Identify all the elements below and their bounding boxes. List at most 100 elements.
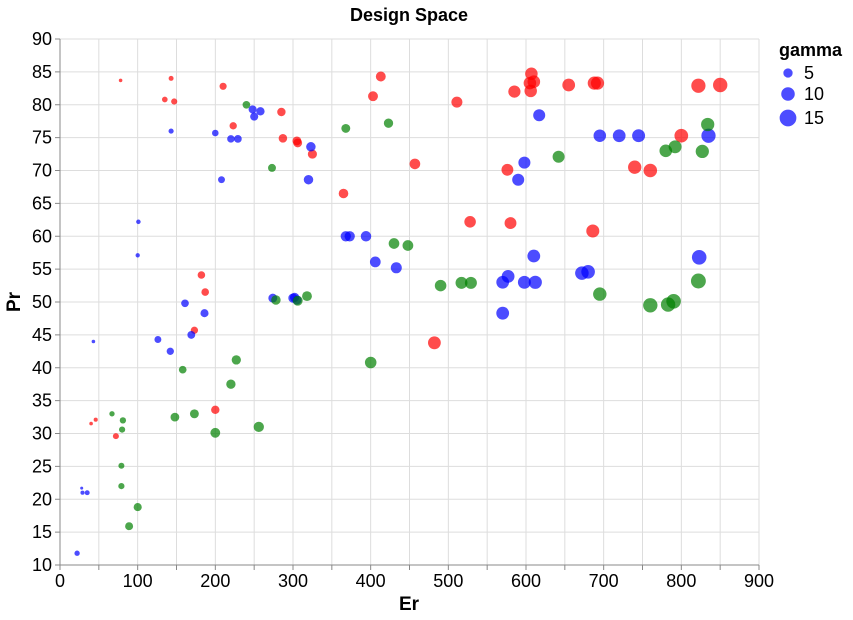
data-point	[360, 231, 372, 242]
data-point	[528, 275, 542, 289]
y-axis-title: Pr	[4, 291, 25, 312]
data-point	[501, 270, 515, 283]
data-point	[409, 158, 421, 170]
data-point	[166, 347, 174, 355]
data-point	[109, 411, 115, 417]
legend-symbol	[783, 68, 793, 78]
x-tick-label: 500	[433, 571, 463, 591]
y-tick-label: 55	[32, 259, 52, 279]
data-point	[200, 309, 209, 318]
data-point	[691, 250, 707, 265]
data-point	[197, 271, 206, 279]
data-point	[187, 330, 196, 339]
x-tick-label: 100	[123, 571, 153, 591]
data-point	[375, 71, 386, 82]
data-point	[80, 490, 85, 495]
y-tick-label: 80	[32, 95, 52, 115]
legend-symbol	[781, 87, 795, 101]
data-points	[74, 67, 728, 556]
data-point	[695, 144, 709, 159]
data-point	[229, 122, 237, 130]
data-point	[562, 78, 576, 92]
data-point	[171, 98, 178, 105]
x-tick-label: 900	[744, 571, 774, 591]
data-point	[666, 294, 681, 309]
y-tick-label: 65	[32, 193, 52, 213]
legend-label: 5	[804, 63, 814, 83]
data-point	[278, 134, 288, 143]
x-tick-label: 200	[200, 571, 230, 591]
data-point	[170, 412, 180, 422]
data-point	[581, 264, 595, 279]
data-point	[369, 256, 381, 268]
y-tick-label: 25	[32, 456, 52, 476]
data-point	[428, 336, 441, 350]
data-point	[668, 140, 682, 154]
data-point	[181, 299, 189, 308]
data-point	[256, 107, 265, 116]
data-point	[518, 156, 531, 169]
data-point	[119, 417, 127, 424]
data-point	[227, 135, 235, 143]
y-tick-label: 30	[32, 424, 52, 444]
data-point	[168, 128, 174, 134]
data-point	[292, 295, 303, 306]
data-point	[277, 107, 286, 117]
data-point	[302, 291, 312, 302]
x-axis-title: Er	[399, 594, 420, 615]
data-point	[93, 417, 98, 422]
legend: gamma 510 15	[779, 40, 843, 128]
data-point	[508, 85, 521, 98]
data-point	[533, 109, 546, 122]
data-point	[643, 298, 658, 313]
data-point	[268, 163, 276, 172]
x-tick-label: 800	[666, 571, 696, 591]
data-point	[527, 249, 541, 263]
data-point	[512, 173, 525, 186]
data-point	[338, 188, 349, 199]
data-point	[234, 135, 242, 143]
x-tick-label: 0	[55, 571, 65, 591]
y-tick-label: 60	[32, 226, 52, 246]
data-point	[119, 426, 126, 433]
data-point	[118, 462, 125, 469]
data-point	[691, 78, 706, 93]
data-point	[701, 128, 716, 143]
data-point	[517, 275, 531, 289]
data-point	[210, 427, 221, 438]
data-point	[133, 503, 142, 512]
data-point	[383, 118, 394, 128]
data-point	[248, 105, 257, 114]
data-point	[271, 295, 281, 305]
data-point	[451, 96, 463, 108]
data-point	[201, 288, 209, 296]
y-tick-label: 45	[32, 325, 52, 345]
data-point	[74, 550, 80, 556]
y-tick-label: 40	[32, 358, 52, 378]
data-point	[226, 379, 236, 389]
data-point	[496, 306, 510, 320]
y-tick-label: 85	[32, 62, 52, 82]
data-point	[434, 279, 447, 292]
data-point	[211, 129, 219, 137]
data-point	[250, 112, 259, 121]
gridlines	[59, 38, 760, 566]
data-point	[504, 217, 517, 230]
y-tick-label: 15	[32, 522, 52, 542]
data-point	[84, 490, 90, 496]
data-point	[674, 128, 689, 143]
data-point	[713, 77, 728, 93]
data-point	[690, 273, 706, 289]
y-tick-label: 20	[32, 489, 52, 509]
data-point	[390, 262, 402, 274]
data-point	[402, 240, 414, 251]
data-point	[643, 163, 658, 178]
data-point	[593, 287, 607, 301]
data-point	[552, 150, 565, 163]
data-point	[368, 91, 378, 102]
data-point	[89, 421, 93, 426]
x-tick-label: 700	[589, 571, 619, 591]
data-point	[341, 123, 351, 133]
data-point	[136, 219, 141, 225]
